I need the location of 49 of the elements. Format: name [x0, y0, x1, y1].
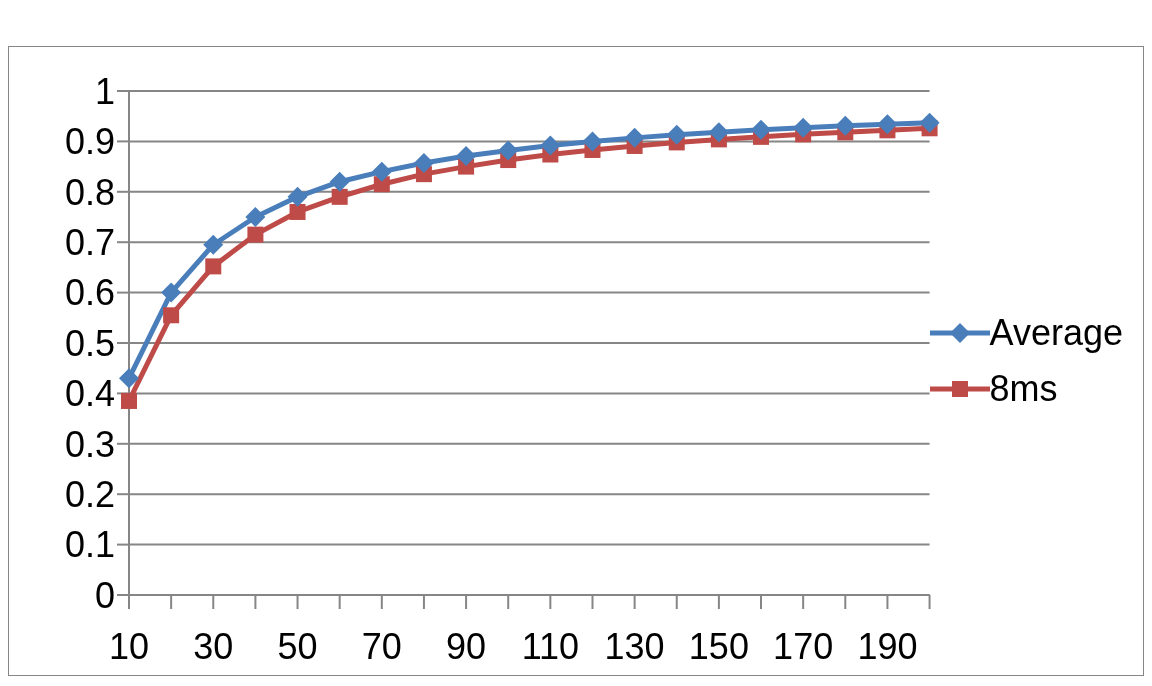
point [666, 124, 687, 145]
point [205, 258, 222, 275]
x-tick-label: 190 [857, 625, 918, 667]
y-tick-label: 0.9 [64, 121, 115, 163]
point [624, 127, 645, 148]
point [919, 112, 940, 133]
point [331, 188, 348, 205]
point [877, 114, 898, 135]
y-tick-label: 0.3 [64, 423, 115, 465]
y-tick-label: 1 [94, 70, 115, 112]
point [835, 115, 856, 136]
x-tick-label: 50 [277, 625, 318, 667]
point [793, 117, 814, 138]
point [329, 171, 350, 192]
y-tick-label: 0.8 [64, 171, 115, 213]
point [245, 207, 266, 227]
point [163, 307, 180, 324]
y-tick-label: 0.5 [64, 322, 115, 364]
point [456, 146, 477, 167]
point [540, 135, 561, 156]
point [582, 131, 603, 152]
point [708, 122, 729, 143]
legend-label: 8ms [989, 368, 1058, 410]
point [289, 203, 306, 220]
x-tick-label: 130 [604, 625, 665, 667]
point [287, 186, 308, 207]
y-tick-label: 0.6 [64, 272, 115, 314]
point [203, 234, 224, 255]
y-tick-label: 0.2 [64, 473, 115, 515]
y-tick-label: 0 [94, 574, 115, 616]
x-tick-label: 70 [361, 625, 402, 667]
x-tick-label: 110 [521, 625, 580, 667]
point [413, 153, 434, 174]
x-tick-label: 170 [773, 625, 834, 667]
point [371, 161, 392, 182]
point [161, 282, 182, 303]
point [247, 226, 264, 243]
x-tick-label: 30 [193, 625, 234, 667]
point [498, 140, 519, 161]
y-tick-label: 0.4 [64, 373, 115, 415]
point [751, 119, 772, 140]
point [119, 368, 139, 389]
x-tick-label: 150 [688, 625, 749, 667]
point [121, 392, 137, 409]
x-tick-label: 90 [446, 625, 487, 667]
x-tick-label: 10 [108, 625, 150, 667]
y-tick-label: 0.1 [64, 524, 115, 566]
y-tick-label: 0.7 [64, 221, 115, 263]
legend-label: Average [989, 312, 1123, 354]
